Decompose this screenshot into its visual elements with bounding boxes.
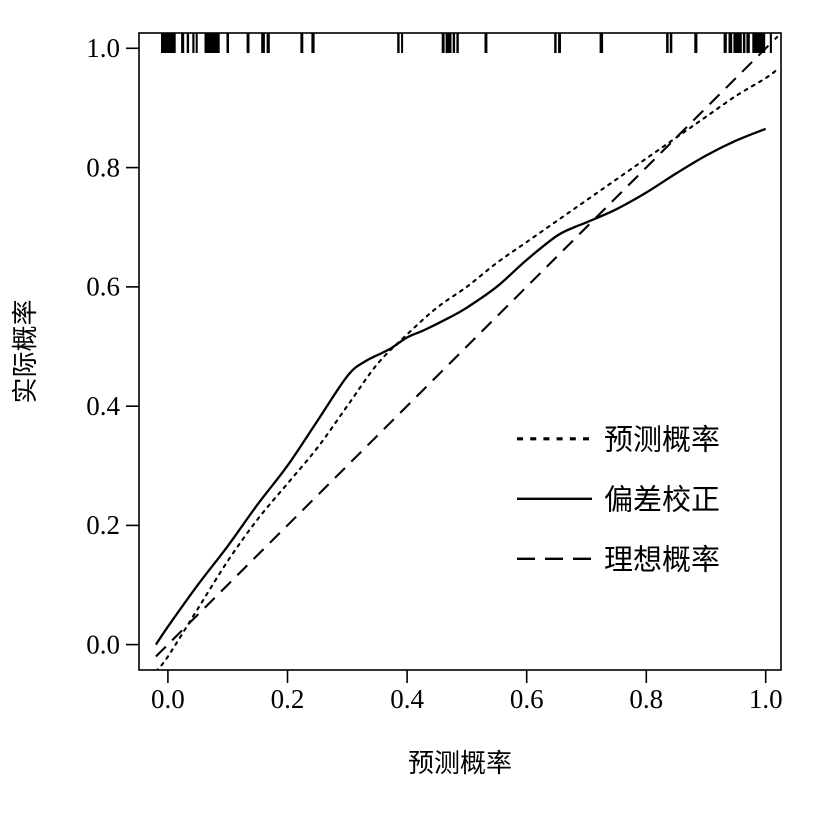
svg-text:0.0: 0.0 <box>151 684 185 714</box>
svg-text:0.6: 0.6 <box>510 684 544 714</box>
svg-text:0.4: 0.4 <box>390 684 424 714</box>
svg-text:0.8: 0.8 <box>86 152 120 182</box>
svg-text:1.0: 1.0 <box>86 33 120 63</box>
svg-text:0.8: 0.8 <box>629 684 663 714</box>
svg-text:0.4: 0.4 <box>86 391 120 421</box>
svg-text:0.6: 0.6 <box>86 272 120 302</box>
svg-text:0.2: 0.2 <box>86 510 120 540</box>
svg-text:偏差校正: 偏差校正 <box>604 484 720 517</box>
svg-text:实际概率: 实际概率 <box>10 299 40 403</box>
svg-text:0.2: 0.2 <box>271 684 305 714</box>
svg-text:1.0: 1.0 <box>749 684 783 714</box>
svg-text:0.0: 0.0 <box>86 629 120 659</box>
svg-text:预测概率: 预测概率 <box>408 748 512 778</box>
svg-text:预测概率: 预测概率 <box>604 424 720 457</box>
svg-text:理想概率: 理想概率 <box>604 544 720 577</box>
